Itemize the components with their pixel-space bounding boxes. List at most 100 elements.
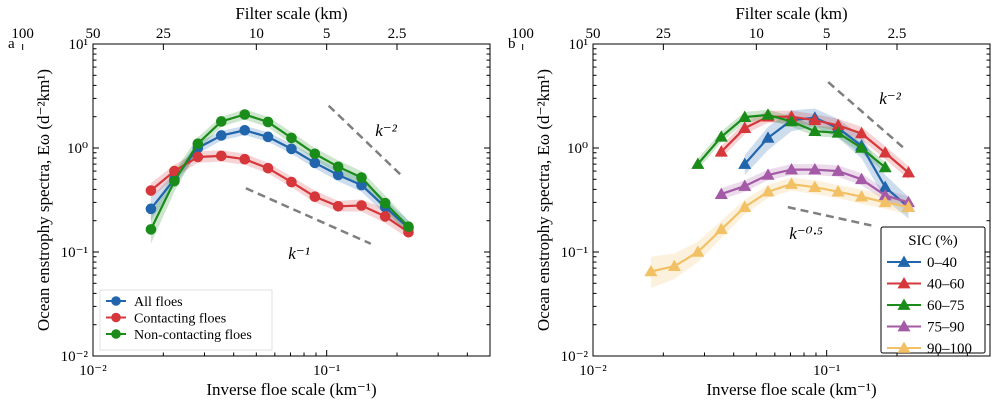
top-tick-label: 10 bbox=[249, 26, 264, 42]
reference-line bbox=[327, 104, 402, 176]
y-tick-label: 10⁻¹ bbox=[61, 245, 88, 261]
legend-marker bbox=[897, 277, 911, 289]
data-point bbox=[714, 222, 728, 235]
reference-line-label: k⁻¹ bbox=[288, 244, 310, 263]
series-line bbox=[150, 129, 410, 229]
data-point bbox=[145, 185, 157, 196]
top-tick-label: 100 bbox=[511, 26, 534, 42]
data-point bbox=[262, 116, 274, 128]
legend: SIC (%) 0–40 40–60 60–75 75–90 90–100 bbox=[880, 226, 986, 357]
panel-a: a 10⁻² 10⁻¹ 10⁻² 10⁻¹ 10⁰ 10¹ 100 50 25 10 5 2.5 Inve… bbox=[8, 4, 491, 399]
data-point bbox=[239, 124, 251, 136]
series-line bbox=[149, 113, 410, 230]
legend-entry: 90–100 bbox=[927, 341, 972, 357]
legend-marker bbox=[897, 255, 911, 267]
top-tick-label: 2.5 bbox=[888, 26, 907, 42]
top-tick-label: 5 bbox=[823, 26, 831, 42]
data-point bbox=[808, 124, 822, 137]
data-point bbox=[855, 172, 869, 185]
panel-label: a bbox=[8, 36, 15, 52]
y-tick-label: 10⁻¹ bbox=[561, 245, 588, 261]
data-point bbox=[262, 162, 274, 174]
data-point bbox=[309, 148, 321, 160]
data-point bbox=[878, 195, 892, 208]
x-tick-label: 10⁻² bbox=[79, 363, 107, 379]
data-point bbox=[855, 190, 869, 202]
data-point bbox=[691, 245, 705, 257]
data-point bbox=[403, 221, 414, 233]
data-point bbox=[145, 224, 157, 235]
top-tick-label: 25 bbox=[156, 26, 171, 42]
data-point bbox=[192, 138, 204, 149]
plot-frame bbox=[592, 43, 991, 357]
plot-area bbox=[145, 104, 414, 245]
top-tick-label: 5 bbox=[323, 26, 331, 42]
legend-marker bbox=[111, 329, 121, 339]
data-point bbox=[714, 145, 728, 157]
data-point bbox=[644, 264, 658, 277]
data-point bbox=[738, 157, 752, 169]
uncertainty-band bbox=[744, 108, 909, 219]
legend-title: SIC (%) bbox=[908, 233, 958, 249]
data-point bbox=[691, 157, 705, 169]
data-point bbox=[192, 151, 204, 163]
y-axis-label: Ocean enstrophy spectra, Eω (d⁻²km¹) bbox=[534, 69, 553, 331]
data-point bbox=[761, 185, 775, 197]
data-point bbox=[356, 172, 367, 183]
data-point bbox=[286, 176, 297, 188]
data-point bbox=[784, 114, 799, 127]
legend-entry: All floes bbox=[134, 295, 183, 310]
data-point bbox=[332, 161, 344, 173]
data-point bbox=[901, 165, 916, 178]
panel-label: b bbox=[508, 36, 516, 52]
data-point bbox=[714, 187, 728, 199]
y-tick-label: 10¹ bbox=[569, 37, 589, 53]
data-point bbox=[738, 110, 752, 122]
y-tick-label: 10⁰ bbox=[567, 141, 588, 157]
data-point bbox=[855, 141, 869, 153]
data-point bbox=[286, 143, 297, 155]
data-point bbox=[878, 160, 892, 173]
legend-marker bbox=[111, 296, 121, 306]
data-point bbox=[808, 180, 822, 192]
data-point bbox=[761, 108, 775, 120]
legend-entry: Contacting floes bbox=[134, 312, 226, 327]
data-point bbox=[379, 211, 391, 222]
x-tick-label: 10⁻² bbox=[579, 363, 607, 379]
data-point bbox=[286, 132, 297, 144]
data-point bbox=[356, 200, 367, 211]
data-point bbox=[784, 162, 799, 175]
data-point bbox=[831, 164, 845, 176]
top-tick-label: 100 bbox=[11, 26, 34, 42]
data-point bbox=[831, 126, 845, 138]
panel-b: b 10⁻² 10⁻¹ 10⁻² 10⁻¹ 10⁰ 10¹ 100 50 25 10 5 2.5 Inve… bbox=[508, 4, 991, 399]
data-point bbox=[714, 130, 728, 142]
data-point bbox=[784, 177, 799, 189]
legend-entry: 75–90 bbox=[927, 320, 965, 336]
data-point bbox=[878, 146, 892, 158]
legend-entry: 0–40 bbox=[927, 255, 957, 271]
data-point bbox=[309, 157, 321, 169]
x-axis-label: Inverse floe scale (km⁻¹) bbox=[206, 380, 376, 399]
top-tick-label: 50 bbox=[86, 26, 101, 42]
y-tick-label: 10¹ bbox=[69, 37, 89, 53]
reference-line-label: k⁻² bbox=[375, 121, 398, 140]
data-point bbox=[761, 168, 775, 180]
data-point bbox=[738, 179, 752, 191]
reference-line-label: k⁻⁰·⁵ bbox=[789, 224, 823, 243]
legend-marker bbox=[897, 320, 911, 332]
plot-area bbox=[644, 81, 916, 289]
legend-marker bbox=[897, 298, 911, 310]
data-point bbox=[215, 116, 227, 127]
top-axis-label: Filter scale (km) bbox=[735, 4, 847, 23]
data-point bbox=[855, 126, 869, 139]
top-axis-label: Filter scale (km) bbox=[235, 4, 347, 23]
top-tick-label: 2.5 bbox=[388, 26, 407, 42]
top-tick-label: 50 bbox=[586, 26, 601, 42]
reference-line bbox=[245, 187, 372, 245]
data-point bbox=[667, 259, 681, 272]
legend-box bbox=[880, 226, 986, 354]
uncertainty-band bbox=[150, 125, 409, 236]
legend-entry: 40–60 bbox=[927, 277, 965, 293]
